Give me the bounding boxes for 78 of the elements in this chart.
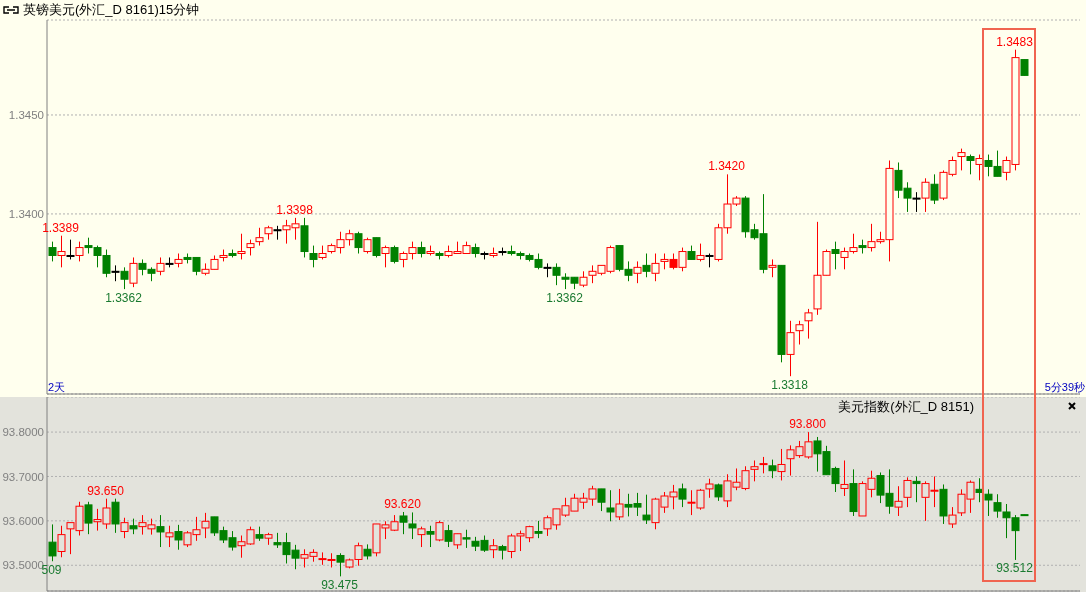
candlestick bbox=[57, 525, 66, 558]
candlestick bbox=[417, 526, 426, 548]
candlestick bbox=[552, 262, 561, 286]
annotation: 93.512 bbox=[996, 561, 1034, 576]
candlestick bbox=[912, 191, 921, 213]
candlestick bbox=[903, 476, 912, 508]
chart-title: 英镑美元(外汇_D 8161)15分钟 bbox=[23, 1, 200, 19]
candlestick bbox=[957, 148, 966, 171]
candlestick bbox=[894, 485, 903, 517]
candlestick bbox=[408, 511, 417, 540]
candlestick bbox=[768, 459, 777, 479]
annotation: 1.3362 bbox=[105, 290, 143, 305]
annotation: 2天 bbox=[48, 380, 66, 395]
y-tick-label: 93.6000 bbox=[2, 514, 44, 527]
candlestick bbox=[984, 488, 993, 517]
annotation: 93.650 bbox=[87, 483, 125, 498]
candlestick bbox=[930, 173, 939, 205]
candlestick bbox=[615, 488, 624, 521]
text: 5分39秒 bbox=[1044, 380, 1085, 395]
annotation: 1.3318 bbox=[771, 377, 809, 392]
chart-title: 美元指数(外汇_D 8151) bbox=[838, 399, 974, 414]
candlestick bbox=[975, 154, 984, 181]
candlestick bbox=[831, 241, 840, 270]
candlestick bbox=[201, 512, 210, 539]
candlestick bbox=[354, 231, 363, 254]
y-tick-label: 93.8000 bbox=[2, 426, 44, 439]
candlestick bbox=[48, 241, 57, 262]
candlestick bbox=[444, 524, 453, 548]
candlestick bbox=[156, 514, 165, 548]
candlestick bbox=[120, 266, 129, 290]
candlestick bbox=[642, 494, 651, 525]
candlestick bbox=[336, 552, 345, 577]
candlestick bbox=[57, 235, 66, 268]
candlestick bbox=[678, 483, 687, 508]
candlestick bbox=[237, 233, 246, 260]
candlestick bbox=[705, 478, 714, 499]
candlestick bbox=[606, 489, 615, 522]
candlestick bbox=[912, 475, 921, 503]
y-tick-label: 1.3450 bbox=[8, 109, 44, 122]
candlestick bbox=[372, 237, 381, 258]
candlestick bbox=[66, 239, 75, 260]
candlestick bbox=[948, 506, 957, 529]
candlestick bbox=[462, 529, 471, 549]
y-tick-label: 93.7000 bbox=[2, 470, 44, 483]
candlestick bbox=[426, 525, 435, 548]
candlestick bbox=[804, 308, 813, 340]
annotation: 93.620 bbox=[384, 496, 422, 511]
candlestick bbox=[165, 525, 174, 548]
candlestick bbox=[840, 459, 849, 497]
candlestick bbox=[795, 320, 804, 346]
annotation: 93.475 bbox=[321, 577, 359, 592]
candlestick bbox=[399, 511, 408, 535]
candlestick bbox=[597, 488, 606, 512]
candlestick bbox=[111, 498, 120, 534]
candlestick bbox=[921, 177, 930, 213]
annotation: 1.3483 bbox=[996, 34, 1034, 49]
annotation: 93.800 bbox=[789, 417, 827, 432]
candlestick bbox=[642, 253, 651, 278]
candlestick bbox=[129, 256, 138, 288]
candlestick bbox=[777, 448, 786, 481]
candlestick bbox=[651, 253, 660, 282]
candlestick bbox=[309, 245, 318, 268]
y-tick-label: 1.3400 bbox=[8, 208, 44, 221]
candlestick bbox=[633, 260, 642, 284]
candlestick bbox=[84, 501, 93, 535]
candlestick bbox=[75, 241, 84, 262]
candlestick bbox=[174, 524, 183, 551]
candlestick bbox=[750, 459, 759, 482]
candlestick bbox=[381, 245, 390, 268]
candlestick bbox=[120, 517, 129, 539]
annotation: 1.3389 bbox=[42, 220, 80, 235]
candlestick bbox=[966, 154, 975, 175]
annotation: 1.3398 bbox=[276, 202, 314, 217]
candlestick bbox=[48, 523, 57, 562]
candlestick bbox=[786, 320, 795, 377]
annotation: 1.3420 bbox=[708, 159, 746, 174]
candlestick bbox=[489, 538, 498, 559]
annotation: 1.3362 bbox=[546, 290, 584, 305]
